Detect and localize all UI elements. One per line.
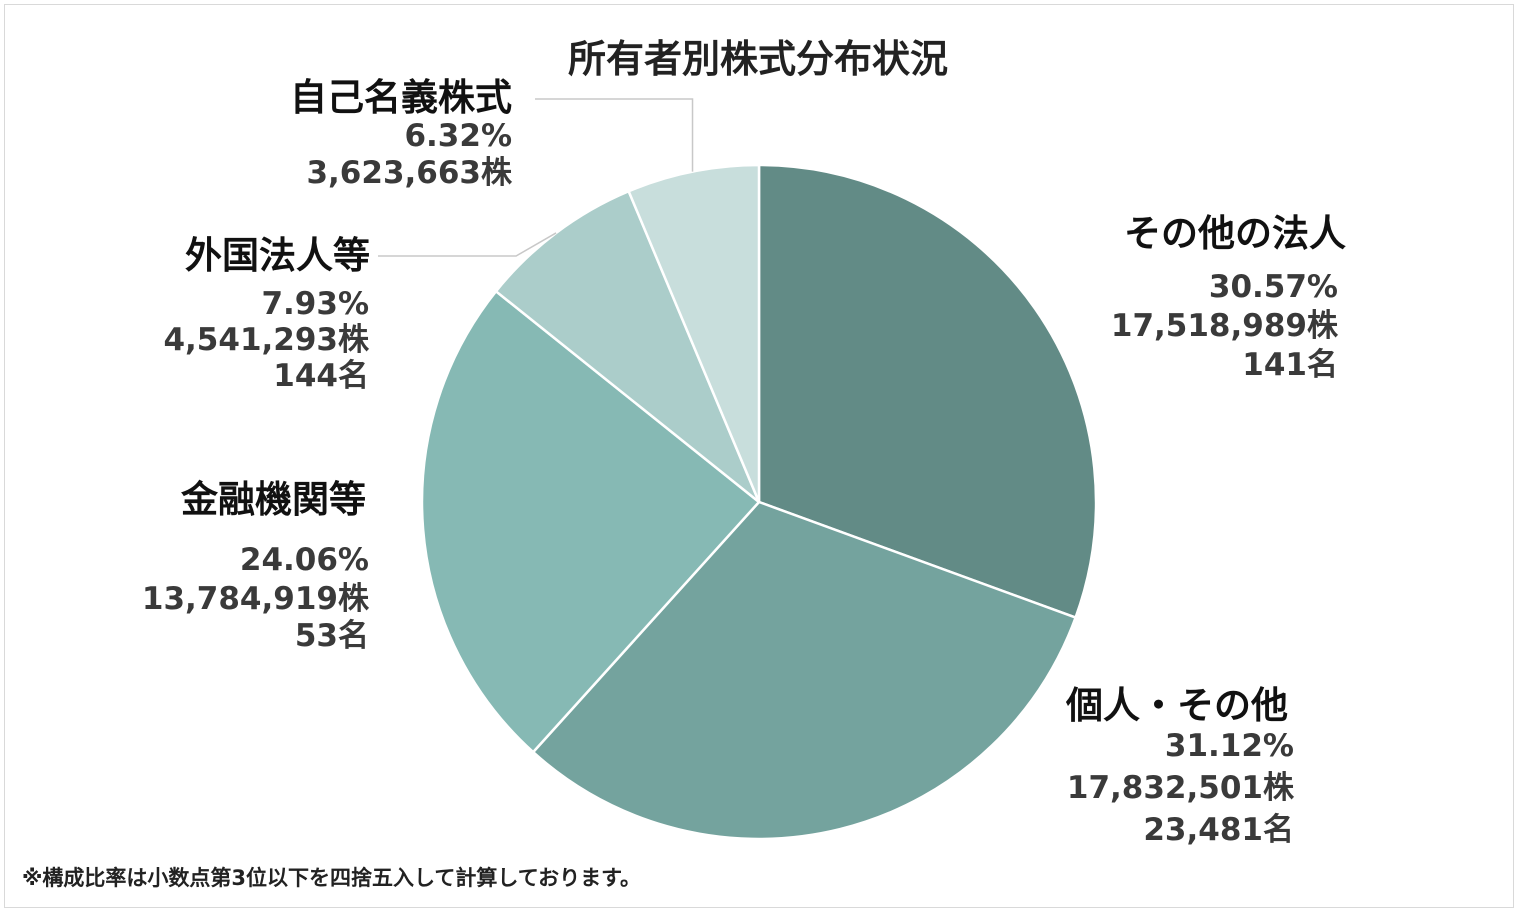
slice-percent-financial-institutions: 24.06% bbox=[240, 542, 369, 578]
slice-other-corporations bbox=[757, 163, 1098, 620]
footnote: ※構成比率は小数点第3位以下を四捨五入して計算しております。 bbox=[22, 866, 642, 890]
slice-label-individuals: 個人・その他 bbox=[1065, 684, 1288, 727]
slice-percent-other-corporations: 30.57% bbox=[1209, 269, 1338, 305]
pie-slices bbox=[420, 163, 1098, 841]
slice-foreign-corporations bbox=[494, 189, 761, 503]
slice-shares-treasury-stock: 3,623,663株 bbox=[306, 155, 513, 191]
slice-individuals bbox=[531, 500, 1078, 841]
slice-financial-institutions bbox=[420, 289, 761, 754]
slice-label-foreign-corporations: 外国法人等 bbox=[185, 234, 370, 277]
leader-line-treasury-stock bbox=[535, 98, 694, 172]
slice-shares-other-corporations: 17,518,989株 bbox=[1111, 308, 1339, 344]
slice-holders-foreign-corporations: 144名 bbox=[273, 358, 369, 394]
slice-shares-financial-institutions: 13,784,919株 bbox=[142, 581, 370, 617]
slice-percent-treasury-stock: 6.32% bbox=[404, 118, 512, 154]
slice-label-other-corporations: その他の法人 bbox=[1124, 212, 1346, 255]
slice-shares-foreign-corporations: 4,541,293株 bbox=[163, 322, 370, 358]
chart-title: 所有者別株式分布状況 bbox=[568, 37, 948, 81]
slice-holders-financial-institutions: 53名 bbox=[295, 618, 369, 654]
leader-line-foreign-corporations bbox=[378, 232, 557, 257]
slice-holders-other-corporations: 141名 bbox=[1242, 347, 1338, 383]
slice-treasury-stock bbox=[627, 163, 761, 503]
slice-shares-individuals: 17,832,501株 bbox=[1067, 770, 1295, 806]
leader-lines bbox=[378, 98, 694, 257]
slice-percent-foreign-corporations: 7.93% bbox=[261, 286, 369, 322]
slice-label-treasury-stock: 自己名義株式 bbox=[290, 76, 512, 119]
slice-percent-individuals: 31.12% bbox=[1165, 728, 1294, 764]
chart-frame bbox=[4, 4, 1514, 908]
slice-label-financial-institutions: 金融機関等 bbox=[181, 478, 366, 521]
slice-holders-individuals: 23,481名 bbox=[1143, 812, 1294, 848]
